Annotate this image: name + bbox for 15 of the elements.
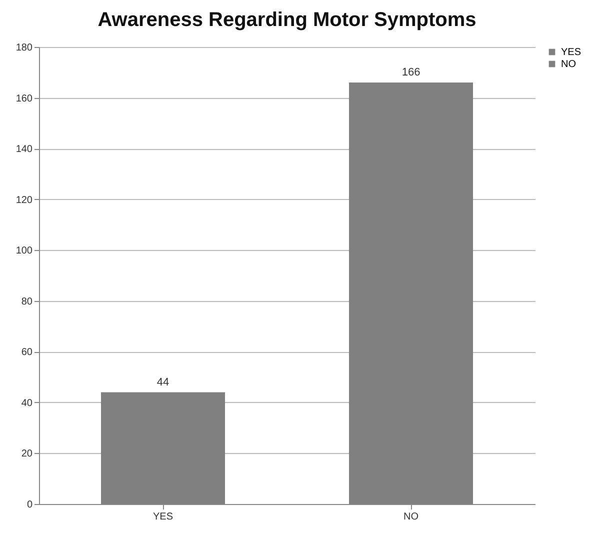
data-label: 44 (156, 376, 170, 388)
y-tick-label: 120 (16, 194, 33, 206)
y-tick-label: 60 (21, 347, 33, 358)
y-tick-label: 80 (21, 296, 33, 308)
chart-title: Awareness Regarding Motor Symptoms (98, 9, 476, 31)
y-tick-label: 20 (21, 448, 33, 460)
y-tick-label: 40 (21, 398, 33, 409)
legend-label: NO (561, 59, 576, 70)
data-label: 166 (402, 66, 420, 79)
y-tick-label: 160 (16, 93, 33, 104)
y-tick-label: 100 (16, 246, 33, 257)
legend-label: YES (561, 47, 582, 58)
y-tick-label: 0 (26, 500, 33, 510)
y-tick-label: 180 (16, 42, 33, 54)
y-tick-label: 140 (16, 144, 33, 156)
